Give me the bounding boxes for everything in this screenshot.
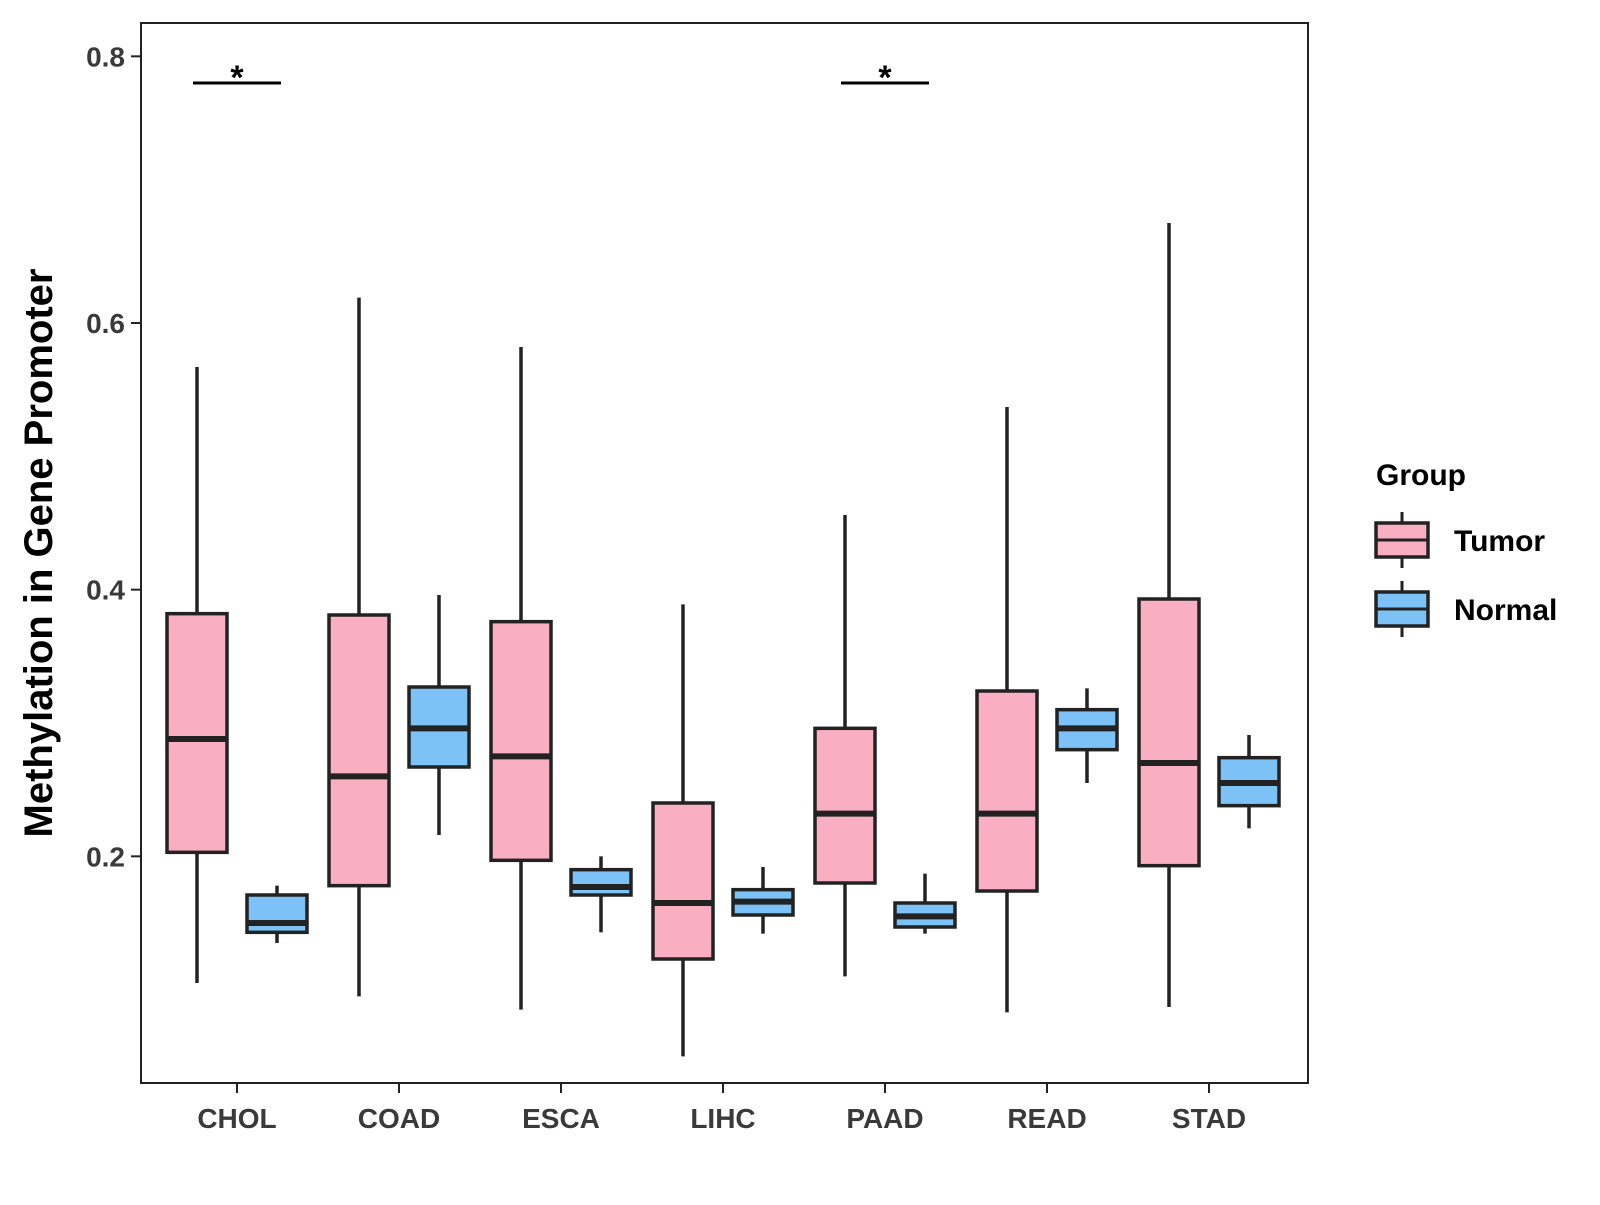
box-tumor-paad [813,515,877,977]
y-tick-label: 0.6 [86,308,125,339]
x-tick-label-lihc: LIHC [690,1103,755,1134]
legend-title: Group [1376,459,1466,492]
plot-panel [140,22,1309,1084]
legend: Group Tumor Normal [1374,459,1557,637]
x-tick-label-chol: CHOL [197,1103,276,1134]
box-body [1137,597,1201,868]
y-axis: 0.2 0.4 0.6 0.8 [86,41,141,872]
significance-chol: * [193,59,281,97]
box-normal-coad [407,595,471,835]
plot-marks: * * [165,59,1281,1057]
box-normal-esca [569,856,633,933]
box-tumor-coad [327,297,391,997]
box-tumor-stad [1137,223,1201,1007]
significance-paad: * [841,59,929,97]
box-body [975,689,1039,893]
x-tick-label-esca: ESCA [522,1103,600,1134]
box-body [569,867,633,897]
box-normal-stad [1217,735,1281,829]
box-body [813,726,877,885]
box-body [165,611,229,855]
significance-star: * [230,59,244,97]
box-normal-read [1055,688,1119,783]
box-body [327,613,391,888]
x-tick-label-read: READ [1007,1103,1086,1134]
significance-star: * [878,59,892,97]
y-tick-label: 0.2 [86,841,125,872]
box-body [245,893,309,935]
box-tumor-read [975,407,1039,1013]
box-normal-chol [245,885,309,943]
box-normal-paad [893,873,957,934]
legend-label: Normal [1454,594,1557,627]
legend-item-tumor: Tumor [1374,512,1545,568]
x-tick-label-stad: STAD [1172,1103,1246,1134]
y-tick-label: 0.4 [86,575,125,606]
legend-item-normal: Normal [1374,581,1557,637]
box-body [489,619,553,863]
box-tumor-esca [489,347,553,1010]
box-body [651,801,715,961]
x-tick-label-paad: PAAD [846,1103,923,1134]
box-tumor-chol [165,367,229,983]
x-tick-label-coad: COAD [358,1103,440,1134]
x-axis: CHOL COAD ESCA LIHC PAAD READ STAD [197,1083,1246,1134]
y-tick-label: 0.8 [86,41,125,72]
legend-label: Tumor [1454,525,1545,558]
box-tumor-lihc [651,604,715,1057]
y-axis-title: Methylation in Gene Promoter [17,269,61,838]
box-normal-lihc [731,867,795,934]
